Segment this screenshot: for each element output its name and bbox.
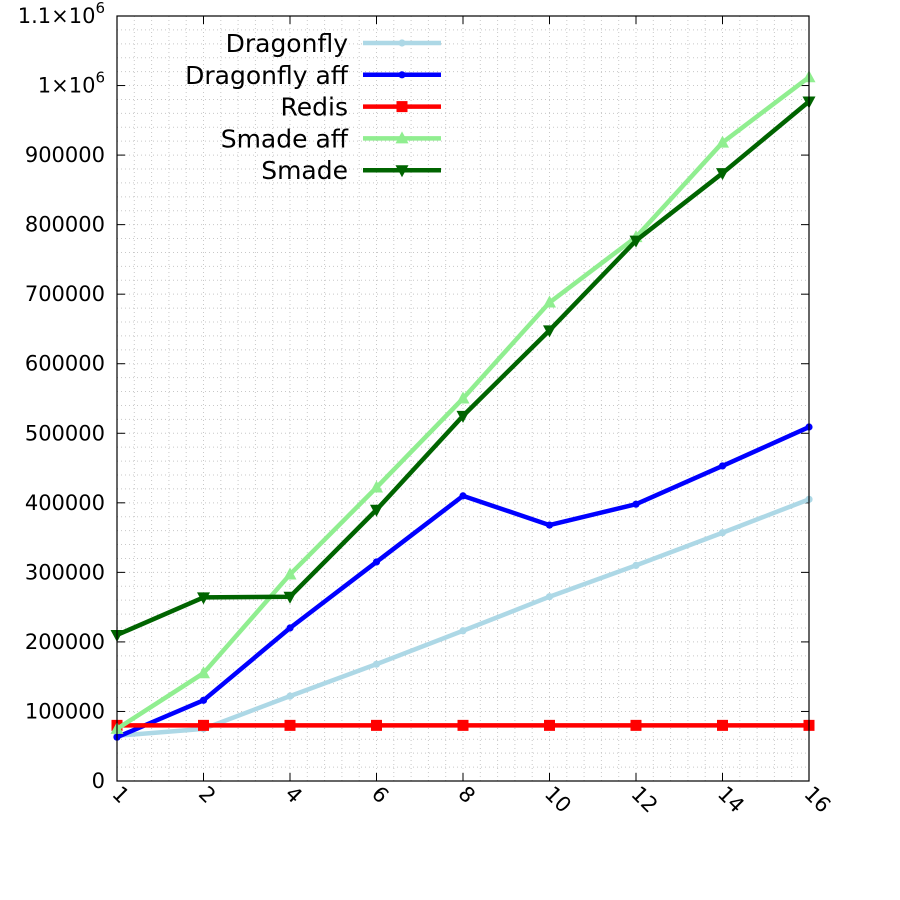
legend-item: Smade aff	[221, 124, 441, 153]
y-tick-label: 400000	[25, 491, 105, 515]
data-point	[629, 235, 643, 248]
x-tick-label: 14	[713, 782, 749, 818]
x-tick-label: 4	[280, 782, 306, 808]
data-point	[543, 325, 556, 338]
series-smade	[110, 96, 816, 642]
y-tick-label: 200000	[25, 630, 105, 654]
data-point	[543, 295, 556, 308]
data-point	[716, 135, 729, 148]
data-point	[286, 624, 294, 632]
y-tick-label: 600000	[25, 352, 105, 376]
data-point	[632, 500, 640, 508]
data-point	[398, 71, 406, 79]
data-point	[632, 561, 640, 570]
legend-item: Redis	[281, 93, 441, 122]
data-point	[395, 131, 409, 144]
data-point	[545, 521, 554, 529]
data-point	[630, 719, 642, 731]
y-tick-label: 300000	[25, 560, 105, 584]
y-tick-label: 100000	[25, 699, 105, 723]
data-point	[283, 591, 297, 604]
legend-label: Dragonfly aff	[185, 61, 349, 90]
y-tick-label: 1×106	[38, 69, 105, 98]
legend-label: Dragonfly	[226, 29, 349, 58]
x-tick-label: 8	[453, 782, 479, 808]
data-point	[457, 719, 469, 731]
series-dragonfly-aff	[113, 423, 813, 741]
x-tick-label: 6	[367, 782, 393, 808]
y-tick-label: 500000	[25, 421, 105, 445]
x-tick-label: 2	[194, 782, 220, 808]
legend-label: Smade aff	[221, 124, 349, 153]
y-tick-label: 1.1×106	[18, 0, 105, 28]
data-point	[199, 696, 208, 704]
data-point	[456, 410, 470, 423]
data-point	[370, 480, 383, 493]
x-axis: 1 2 4 6 8 10 12 14 16	[107, 16, 835, 817]
plot-frame	[116, 15, 810, 782]
data-point	[197, 592, 210, 605]
legend-label: Redis	[281, 93, 348, 122]
legend-item: Dragonfly aff	[185, 61, 441, 90]
legend-label: Smade	[261, 156, 348, 185]
x-tick-label: 16	[799, 782, 835, 818]
y-tick-label: 800000	[25, 213, 105, 237]
data-point	[456, 391, 470, 404]
data-point	[372, 660, 381, 668]
data-point	[370, 504, 383, 517]
data-point	[716, 168, 729, 181]
y-tick-label: 0	[92, 769, 105, 793]
data-point	[395, 165, 409, 178]
data-point	[371, 719, 382, 731]
y-axis: 0 100000 200000 300000 400000 500000 600000 700…	[18, 0, 809, 793]
x-tick-label: 12	[626, 782, 662, 818]
data-point	[544, 719, 555, 731]
data-point	[717, 719, 728, 731]
series-lines	[110, 70, 816, 741]
y-tick-label: 900000	[25, 143, 105, 167]
data-point	[545, 593, 554, 601]
data-point	[718, 462, 727, 470]
data-point	[459, 627, 467, 635]
data-point	[284, 719, 296, 731]
data-point	[396, 101, 408, 113]
data-point	[398, 39, 406, 47]
legend-item: Smade	[261, 156, 441, 185]
x-tick-label: 10	[540, 782, 576, 818]
data-point	[286, 692, 294, 700]
y-tick-label: 700000	[25, 282, 105, 306]
data-point	[198, 719, 209, 731]
data-point	[372, 558, 381, 566]
legend-item: Dragonfly	[226, 29, 441, 58]
data-point	[283, 567, 297, 580]
data-point	[718, 529, 727, 537]
data-point	[459, 492, 467, 500]
x-tick-label: 1	[107, 782, 133, 808]
series-line	[116, 424, 810, 740]
data-point	[197, 666, 210, 679]
